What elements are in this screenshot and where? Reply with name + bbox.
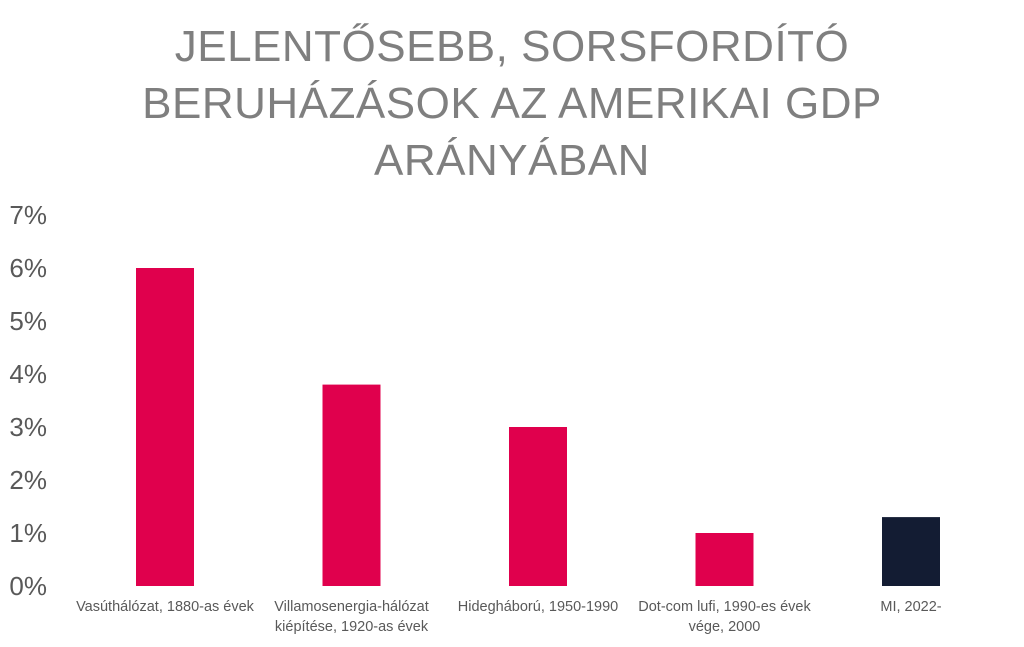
y-tick-label: 5% [9,306,47,336]
bar [509,427,567,586]
chart-title-line-1: JELENTŐSEBB, SORSFORDÍTÓ [174,22,850,71]
category-label: Hidegháború, 1950-1990 [458,599,618,615]
y-tick-label: 7% [9,200,47,230]
chart-title: JELENTŐSEBB, SORSFORDÍTÓ BERUHÁZÁSOK AZ … [0,18,1024,189]
y-tick-label: 2% [9,465,47,495]
bar [882,517,940,586]
y-tick-label: 1% [9,518,47,548]
category-label: Vasúthálózat, 1880-as évek [76,599,255,615]
bar [322,384,381,586]
bar [695,533,754,586]
y-tick-label: 3% [9,412,47,442]
category-label: Dot-com lufi, 1990-es évek vége, 2000 [638,599,811,635]
chart-title-line-2: BERUHÁZÁSOK AZ AMERIKAI GDP [142,79,882,128]
y-tick-label: 6% [9,253,47,283]
y-tick-label: 0% [9,571,47,601]
category-label: MI, 2022- [880,599,941,615]
y-tick-label: 4% [9,359,47,389]
bar [136,268,194,586]
category-label: Villamosenergia-hálózat kiépítése, 1920-a… [274,599,429,635]
chart-title-line-3: ARÁNYÁBAN [374,136,650,185]
